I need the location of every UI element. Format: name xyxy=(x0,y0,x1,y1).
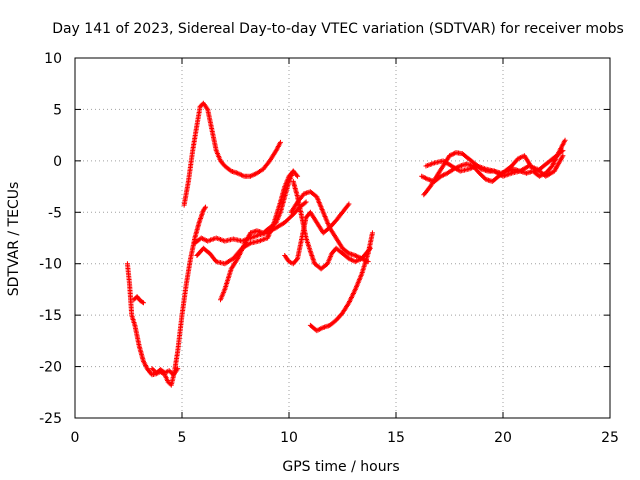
y-tick-label--20: -20 xyxy=(39,360,62,376)
point-marker xyxy=(562,137,568,143)
y-tick-label-5: 5 xyxy=(53,102,62,118)
series-arc13 xyxy=(419,148,566,184)
x-tick-label-5: 5 xyxy=(178,430,187,446)
point-marker xyxy=(303,199,309,205)
point-marker xyxy=(560,148,566,154)
x-tick-label-0: 0 xyxy=(71,430,80,446)
series-arc5 xyxy=(192,199,309,246)
y-tick-label--5: -5 xyxy=(48,205,62,221)
x-tick-label-10: 10 xyxy=(280,430,298,446)
data-marks xyxy=(124,100,568,388)
series-arc12 xyxy=(421,137,568,198)
series-arc14 xyxy=(423,153,566,179)
y-tick-label--25: -25 xyxy=(39,411,62,427)
point-marker xyxy=(277,139,283,145)
point-marker xyxy=(294,172,300,178)
x-axis-label: GPS time / hours xyxy=(282,459,399,475)
series-arc9 xyxy=(288,189,371,265)
series-arc3 xyxy=(149,366,181,378)
point-marker xyxy=(294,257,300,263)
y-tick-label--10: -10 xyxy=(39,257,62,273)
x-tick-label-15: 15 xyxy=(387,430,405,446)
point-marker xyxy=(140,300,146,306)
point-marker xyxy=(295,173,301,179)
y-tick-label-0: 0 xyxy=(53,154,62,170)
point-marker xyxy=(346,201,352,207)
point-marker xyxy=(302,200,308,206)
series-arc10 xyxy=(282,201,352,267)
point-marker xyxy=(175,366,181,372)
x-tick-label-20: 20 xyxy=(494,430,512,446)
point-marker xyxy=(203,204,209,210)
point-marker xyxy=(559,148,565,154)
axis-ticks xyxy=(74,57,611,419)
y-axis-label: SDTVAR / TECUs xyxy=(6,182,22,297)
y-tick-label-10: 10 xyxy=(44,51,62,67)
series-arc11 xyxy=(307,230,375,334)
chart-title: Day 141 of 2023, Sidereal Day-to-day VTE… xyxy=(52,21,624,37)
point-marker xyxy=(560,153,566,159)
y-tick-label--15: -15 xyxy=(39,308,62,324)
series-arc2 xyxy=(131,294,146,306)
series-arc6 xyxy=(194,168,301,267)
series-arc4 xyxy=(181,100,283,208)
grid-lines xyxy=(75,58,610,418)
series-arc7 xyxy=(218,168,296,303)
tick-labels: 0 5 10 15 20 25 -25 -20 -15 -10 -5 0 5 10 xyxy=(39,51,619,446)
x-tick-label-25: 25 xyxy=(601,430,619,446)
point-marker xyxy=(290,168,296,174)
plot-frame xyxy=(74,57,611,419)
point-marker xyxy=(139,299,145,305)
point-marker xyxy=(202,205,208,211)
point-marker xyxy=(369,230,375,236)
